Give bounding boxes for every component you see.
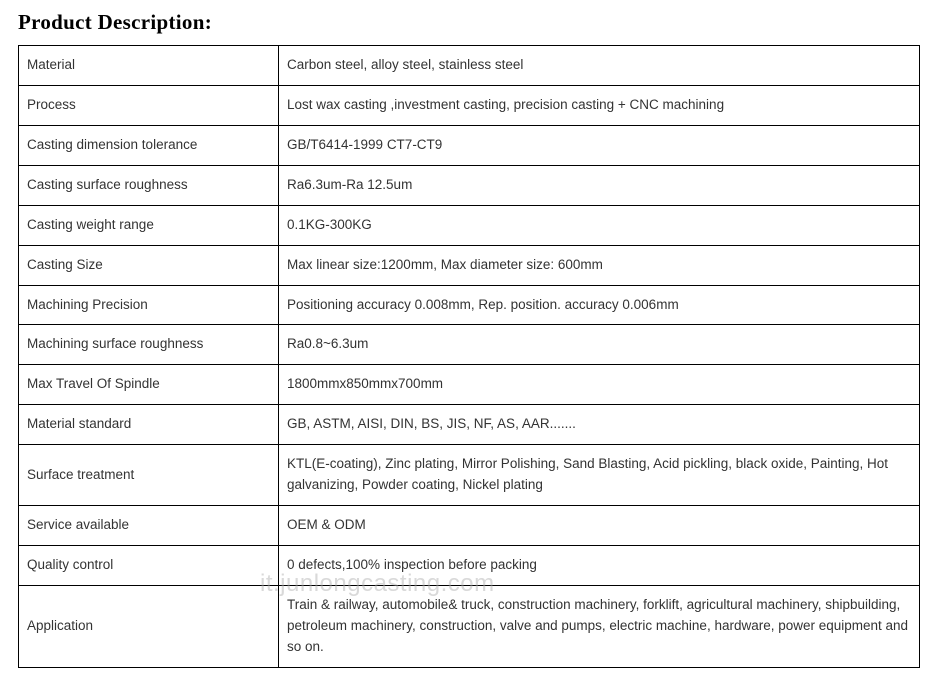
- spec-value: Carbon steel, alloy steel, stainless ste…: [279, 46, 920, 86]
- spec-value: GB, ASTM, AISI, DIN, BS, JIS, NF, AS, AA…: [279, 405, 920, 445]
- spec-label: Material: [19, 46, 279, 86]
- spec-value: Train & railway, automobile& truck, cons…: [279, 585, 920, 667]
- spec-value: KTL(E-coating), Zinc plating, Mirror Pol…: [279, 445, 920, 506]
- spec-value: 1800mmx850mmx700mm: [279, 365, 920, 405]
- table-row: Service availableOEM & ODM: [19, 506, 920, 546]
- spec-label: Casting dimension tolerance: [19, 125, 279, 165]
- spec-label: Surface treatment: [19, 445, 279, 506]
- spec-label: Casting surface roughness: [19, 165, 279, 205]
- table-row: Machining PrecisionPositioning accuracy …: [19, 285, 920, 325]
- table-row: Max Travel Of Spindle1800mmx850mmx700mm: [19, 365, 920, 405]
- spec-value: Ra0.8~6.3um: [279, 325, 920, 365]
- spec-table: MaterialCarbon steel, alloy steel, stain…: [18, 45, 920, 668]
- table-row: Quality control0 defects,100% inspection…: [19, 545, 920, 585]
- table-row: Casting weight range0.1KG-300KG: [19, 205, 920, 245]
- spec-label: Application: [19, 585, 279, 667]
- spec-value: Positioning accuracy 0.008mm, Rep. posit…: [279, 285, 920, 325]
- spec-value: Lost wax casting ,investment casting, pr…: [279, 85, 920, 125]
- table-row: Casting surface roughnessRa6.3um-Ra 12.5…: [19, 165, 920, 205]
- table-row: ProcessLost wax casting ,investment cast…: [19, 85, 920, 125]
- table-row: Surface treatmentKTL(E-coating), Zinc pl…: [19, 445, 920, 506]
- page-title: Product Description:: [18, 10, 920, 35]
- spec-value: 0 defects,100% inspection before packing: [279, 545, 920, 585]
- spec-label: Quality control: [19, 545, 279, 585]
- spec-value: Max linear size:1200mm, Max diameter siz…: [279, 245, 920, 285]
- spec-label: Process: [19, 85, 279, 125]
- spec-table-body: MaterialCarbon steel, alloy steel, stain…: [19, 46, 920, 668]
- table-row: Casting dimension toleranceGB/T6414-1999…: [19, 125, 920, 165]
- spec-value: GB/T6414-1999 CT7-CT9: [279, 125, 920, 165]
- spec-label: Max Travel Of Spindle: [19, 365, 279, 405]
- spec-value: OEM & ODM: [279, 506, 920, 546]
- spec-label: Service available: [19, 506, 279, 546]
- spec-value: Ra6.3um-Ra 12.5um: [279, 165, 920, 205]
- table-row: Material standardGB, ASTM, AISI, DIN, BS…: [19, 405, 920, 445]
- table-row: Machining surface roughnessRa0.8~6.3um: [19, 325, 920, 365]
- spec-label: Casting weight range: [19, 205, 279, 245]
- spec-label: Casting Size: [19, 245, 279, 285]
- spec-value: 0.1KG-300KG: [279, 205, 920, 245]
- table-row: MaterialCarbon steel, alloy steel, stain…: [19, 46, 920, 86]
- spec-label: Material standard: [19, 405, 279, 445]
- spec-label: Machining Precision: [19, 285, 279, 325]
- spec-label: Machining surface roughness: [19, 325, 279, 365]
- table-row: Casting SizeMax linear size:1200mm, Max …: [19, 245, 920, 285]
- table-row: ApplicationTrain & railway, automobile& …: [19, 585, 920, 667]
